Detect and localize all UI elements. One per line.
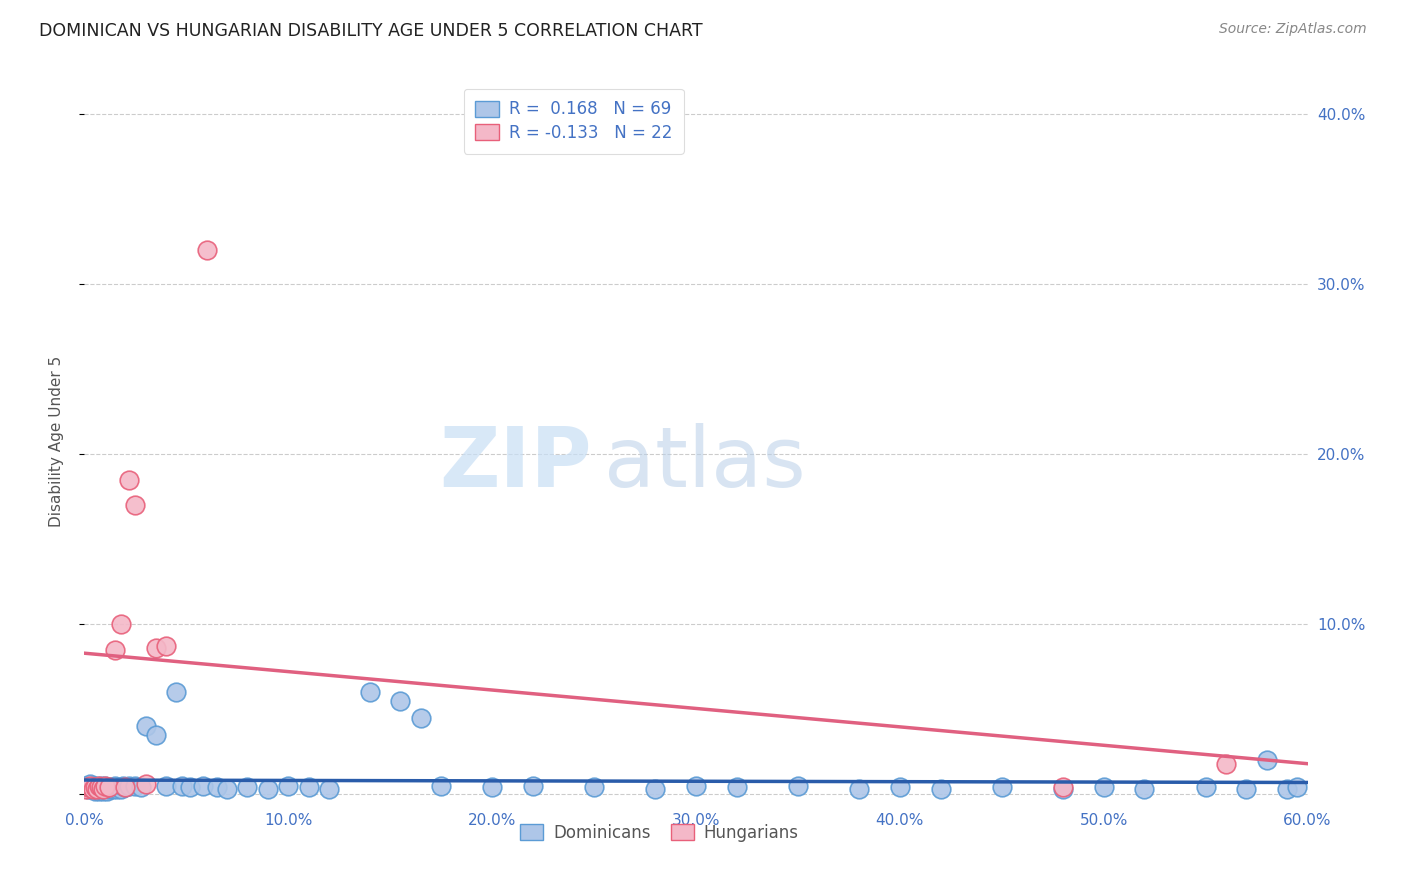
Point <box>90 782 112 797</box>
Point <box>75 779 97 793</box>
Point <box>135 719 157 733</box>
Point <box>82 782 104 797</box>
Point <box>205 780 228 795</box>
Point <box>86 782 108 797</box>
Point <box>77 780 100 795</box>
Point <box>1092 780 1115 795</box>
Point <box>104 779 127 793</box>
Point <box>93 779 115 793</box>
Point <box>685 779 707 793</box>
Point <box>83 784 105 798</box>
Point <box>114 780 136 795</box>
Point <box>430 779 453 793</box>
Point <box>583 780 606 795</box>
Text: atlas: atlas <box>605 423 806 504</box>
Point <box>110 782 132 797</box>
Point <box>1052 780 1074 795</box>
Point <box>929 782 952 797</box>
Point <box>481 780 503 795</box>
Point <box>97 780 120 795</box>
Point <box>1052 782 1074 797</box>
Point <box>145 728 167 742</box>
Point <box>848 782 870 797</box>
Point <box>195 244 218 258</box>
Point <box>359 685 381 699</box>
Point <box>1195 780 1218 795</box>
Text: ZIP: ZIP <box>440 423 592 504</box>
Point <box>96 780 118 795</box>
Point <box>124 779 146 793</box>
Point <box>100 780 122 795</box>
Point <box>91 782 114 797</box>
Point <box>191 779 214 793</box>
Point <box>135 777 157 791</box>
Point <box>87 780 110 795</box>
Point <box>86 782 108 797</box>
Point <box>97 782 120 797</box>
Point <box>79 780 101 795</box>
Point <box>236 780 259 795</box>
Point <box>1286 780 1309 795</box>
Point <box>114 780 136 795</box>
Text: Source: ZipAtlas.com: Source: ZipAtlas.com <box>1219 22 1367 37</box>
Point <box>155 640 177 654</box>
Point <box>277 779 299 793</box>
Point <box>83 780 105 795</box>
Point <box>145 641 167 656</box>
Point <box>257 782 280 797</box>
Point <box>90 779 112 793</box>
Point <box>644 782 666 797</box>
Point <box>91 784 114 798</box>
Text: DOMINICAN VS HUNGARIAN DISABILITY AGE UNDER 5 CORRELATION CHART: DOMINICAN VS HUNGARIAN DISABILITY AGE UN… <box>39 22 703 40</box>
Point <box>104 642 127 657</box>
Point <box>318 782 340 797</box>
Point <box>87 784 110 798</box>
Point <box>1256 753 1278 767</box>
Point <box>1215 756 1237 771</box>
Point <box>75 782 97 797</box>
Point <box>101 782 124 797</box>
Point <box>787 779 810 793</box>
Point <box>172 779 194 793</box>
Point <box>298 780 321 795</box>
Point <box>991 780 1014 795</box>
Legend: Dominicans, Hungarians: Dominicans, Hungarians <box>513 817 806 848</box>
Point <box>217 782 239 797</box>
Point <box>90 780 112 795</box>
Point <box>93 779 115 793</box>
Point <box>108 780 131 795</box>
Point <box>86 779 108 793</box>
Point <box>82 779 104 793</box>
Point <box>77 782 100 797</box>
Point <box>112 779 135 793</box>
Y-axis label: Disability Age Under 5: Disability Age Under 5 <box>49 356 63 527</box>
Point <box>79 777 101 791</box>
Point <box>87 779 110 793</box>
Point <box>105 782 128 797</box>
Point <box>1236 782 1258 797</box>
Point <box>118 473 141 487</box>
Point <box>889 780 911 795</box>
Point <box>725 780 748 795</box>
Point <box>83 780 105 795</box>
Point <box>155 779 177 793</box>
Point <box>1133 782 1156 797</box>
Point <box>110 617 132 632</box>
Point <box>118 779 141 793</box>
Point <box>131 780 153 795</box>
Point <box>82 782 104 797</box>
Point <box>91 780 114 795</box>
Point <box>79 779 101 793</box>
Point <box>522 779 544 793</box>
Point <box>96 784 118 798</box>
Point <box>409 711 432 725</box>
Point <box>165 685 187 699</box>
Point <box>389 694 412 708</box>
Point <box>179 780 201 795</box>
Point <box>1277 782 1299 797</box>
Point <box>124 498 146 512</box>
Point <box>93 782 115 797</box>
